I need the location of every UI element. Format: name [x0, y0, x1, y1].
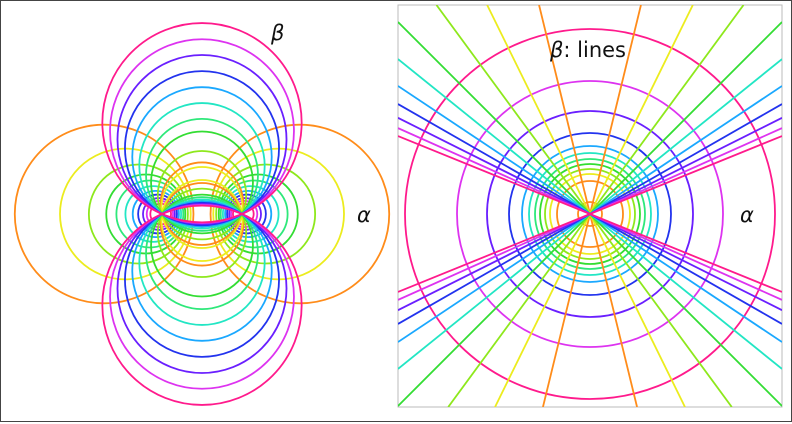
alpha-circle [577, 201, 603, 227]
alpha-circle [221, 185, 280, 243]
alpha-circle [124, 185, 183, 243]
beta-circle [131, 200, 273, 342]
alpha-circle [486, 110, 694, 318]
alpha-circle [219, 179, 289, 249]
right-panel-border [397, 4, 783, 408]
beta-line [486, 5, 686, 407]
beta-circle [159, 182, 245, 267]
beta-circle [116, 54, 288, 225]
alpha-circle [228, 197, 262, 231]
beta-circle [156, 187, 248, 278]
beta-circle [159, 161, 245, 246]
beta-circle [124, 201, 280, 358]
right-beta-label: β: lines [549, 38, 626, 62]
alpha-circle [145, 199, 174, 229]
alpha-circle [508, 132, 672, 296]
right-beta-text: : lines [563, 38, 626, 62]
alpha-circle [556, 180, 624, 248]
beta-circle [101, 22, 303, 224]
alpha-circle [528, 152, 652, 276]
right-panel-lines-and-circles [398, 5, 782, 407]
beta-circle [160, 166, 244, 249]
alpha-circle [115, 179, 185, 249]
beta-line [447, 5, 745, 407]
left-alpha-label: α [357, 203, 371, 227]
beta-line [494, 5, 694, 407]
alpha-circle [456, 80, 724, 348]
beta-circle [131, 86, 273, 228]
alpha-circle [521, 145, 659, 283]
alpha-circle [224, 190, 273, 238]
alpha-circle [13, 123, 195, 305]
alpha-circle [404, 28, 776, 400]
beta-circle [145, 117, 259, 232]
alpha-circle [539, 163, 641, 265]
alpha-circle [215, 163, 317, 265]
beta-line [398, 135, 782, 293]
right-beta-symbol: β [549, 38, 563, 62]
beta-circle [150, 130, 254, 235]
alpha-circle [534, 158, 646, 270]
alpha-circle [131, 190, 180, 238]
beta-circle [156, 150, 248, 241]
left-beta-label: β [270, 21, 284, 45]
beta-circle [116, 203, 288, 374]
alpha-circle [544, 168, 636, 260]
alpha-circle [549, 173, 631, 255]
beta-circle [101, 204, 303, 406]
alpha-circle [209, 123, 391, 305]
alpha-circle [87, 163, 189, 265]
beta-circle [138, 198, 266, 326]
beta-circle [150, 193, 254, 298]
alpha-circle [142, 197, 176, 231]
alpha-circle [230, 199, 259, 229]
beta-circle [145, 196, 259, 311]
beta-line [538, 5, 638, 407]
left-panel-bipolar-circles [13, 22, 391, 406]
beta-circle [124, 70, 280, 227]
beta-line [435, 5, 733, 407]
right-alpha-label: α [740, 203, 754, 227]
beta-circle [160, 179, 244, 262]
beta-line [542, 5, 642, 407]
beta-circle [138, 102, 266, 230]
